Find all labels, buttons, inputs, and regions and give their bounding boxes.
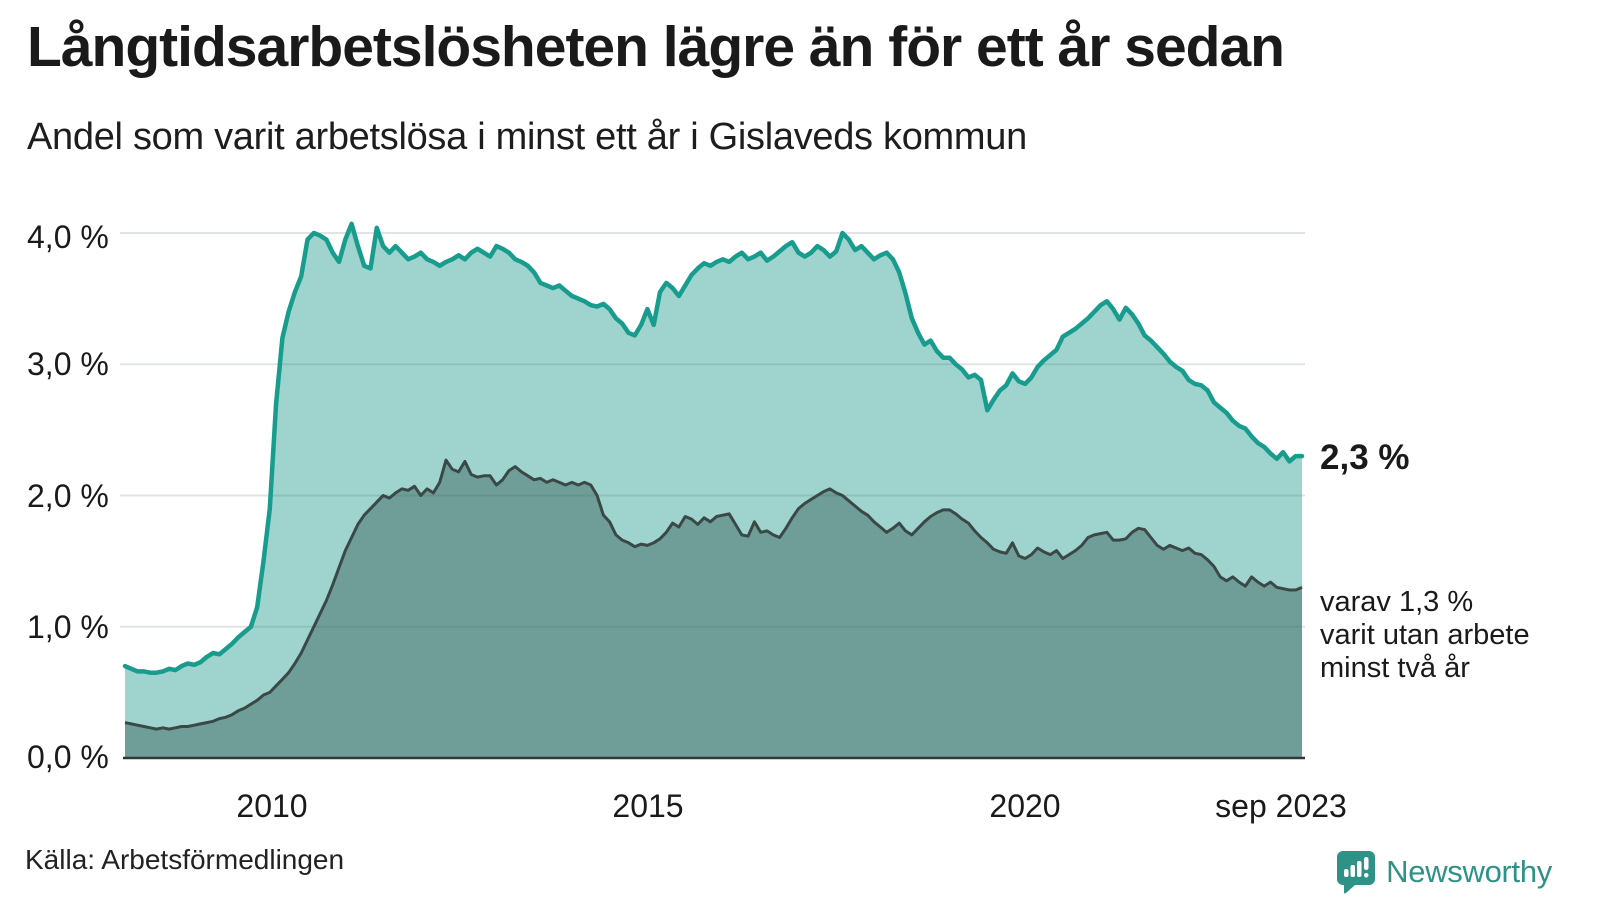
total-value-annotation: 2,3 %: [1320, 438, 1410, 477]
newsworthy-logo-icon: [1337, 851, 1376, 894]
x-axis-tick-label: 2015: [612, 788, 684, 824]
newsworthy-logo-text: Newsworthy: [1386, 854, 1552, 889]
line-two-year-series: [124, 458, 1303, 731]
y-axis-tick-label: 1,0 %: [27, 609, 109, 645]
y-axis-tick-label: 3,0 %: [27, 346, 109, 382]
page-title: Långtidsarbetslösheten lägre än för ett …: [27, 15, 1285, 79]
newsworthy-logo: Newsworthy: [1336, 850, 1552, 894]
source-note: Källa: Arbetsförmedlingen: [25, 844, 345, 875]
x-axis-tick-label: 2020: [989, 788, 1061, 824]
y-axis-tick-label: 0,0 %: [27, 739, 109, 775]
line-total-series: [122, 221, 1305, 675]
page-subtitle: Andel som varit arbetslösa i minst ett å…: [27, 116, 1027, 158]
y-axis-tick-label: 4,0 %: [27, 219, 109, 255]
two-year-annotation-line: varav 1,3 %: [1320, 586, 1474, 618]
two-year-annotation-line: varit utan arbete: [1320, 619, 1530, 651]
two-year-value-annotation: varav 1,3 % varit utan arbete minst två …: [1320, 586, 1530, 685]
x-axis-tick-label: 2010: [236, 788, 308, 824]
two-year-annotation-line: minst två år: [1320, 652, 1470, 684]
y-axis-tick-label: 2,0 %: [27, 478, 109, 514]
area-two-year-series: [125, 460, 1302, 758]
x-axis-tick-label: sep 2023: [1215, 788, 1347, 824]
